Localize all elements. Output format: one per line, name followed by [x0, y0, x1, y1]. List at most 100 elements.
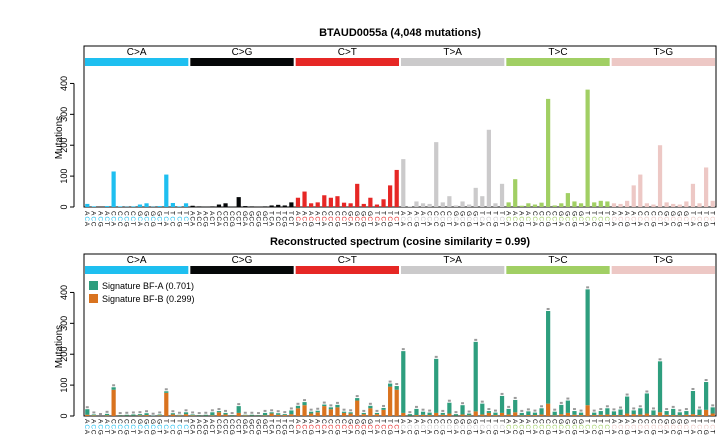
context-base: G [149, 419, 156, 424]
context-base: C [248, 222, 255, 227]
context-label: TCG [597, 419, 604, 435]
context-base: G [360, 211, 367, 216]
context-base: A [83, 430, 90, 435]
stacked-bar-segment [144, 413, 149, 416]
context-base: T [281, 419, 288, 423]
context-base: C [248, 424, 255, 429]
context-base: G [472, 419, 479, 424]
stacked-bar-segment [644, 413, 649, 416]
context-base: C [96, 424, 103, 429]
y-tick-label: 200 [59, 138, 69, 153]
stacked-bar-segment [269, 412, 274, 414]
stacked-bar-segment [473, 341, 478, 412]
context-base: C [235, 424, 242, 429]
stacked-bar-segment [295, 408, 301, 416]
context-base: C [373, 216, 380, 221]
context-base: C [649, 424, 656, 429]
context-base: C [662, 216, 669, 221]
bar [414, 201, 419, 207]
context-base: G [458, 419, 465, 424]
context-base: C [83, 216, 90, 221]
class-label: C>A [127, 255, 147, 266]
context-label: TCG [386, 419, 393, 435]
bar [269, 205, 274, 207]
context-base: C [537, 430, 544, 435]
context-base: C [709, 424, 716, 429]
context-base: T [689, 211, 696, 215]
context-base: C [195, 424, 202, 429]
stacked-bar-segment [697, 415, 702, 416]
context-base: C [386, 216, 393, 221]
context-base: C [353, 222, 360, 227]
context-base: A [103, 211, 110, 216]
context-base: C [340, 211, 347, 216]
context-label: ACC [90, 211, 97, 227]
context-base: C [215, 216, 222, 221]
stacked-bar-segment [282, 415, 287, 416]
bar-top-marker [382, 404, 386, 407]
bar [539, 202, 544, 207]
context-label: CCC [221, 211, 228, 227]
bar-top-marker [250, 411, 254, 414]
context-base: C [616, 222, 623, 227]
context-base: C [116, 211, 123, 216]
stacked-bar-segment [546, 310, 551, 404]
context-base: A [215, 222, 222, 227]
context-base: G [649, 430, 656, 435]
context-base: A [478, 430, 485, 435]
context-base: C [491, 424, 498, 429]
context-label: TCT [287, 211, 294, 226]
bar-top-marker [447, 399, 451, 402]
context-base: G [702, 430, 709, 435]
context-label: CCT [445, 419, 452, 434]
context-base: C [320, 419, 327, 424]
context-label: ACG [307, 211, 314, 227]
context-base: C [129, 424, 136, 429]
context-base: C [136, 424, 143, 429]
context-base: T [287, 211, 294, 215]
stacked-bar-segment [309, 413, 314, 416]
context-label: CCC [537, 211, 544, 227]
context-base: C [682, 424, 689, 429]
context-base: G [439, 430, 446, 435]
context-base: C [669, 222, 676, 227]
stacked-bar-segment [447, 402, 452, 414]
context-base: C [511, 222, 518, 227]
context-base: C [432, 211, 439, 216]
context-base: G [472, 211, 479, 216]
context-base: A [241, 222, 248, 227]
context-base: T [577, 222, 584, 226]
stacked-bar-segment [631, 410, 636, 415]
context-base: C [656, 424, 663, 429]
context-label: GCT [577, 419, 584, 434]
stacked-bar-segment [499, 395, 505, 413]
context-label: ACG [96, 419, 103, 435]
context-label: CCA [531, 211, 538, 227]
context-base: C [215, 424, 222, 429]
context-base: T [445, 222, 452, 226]
chart-title: BTAUD0055a (4,048 mutations) [319, 27, 481, 39]
stacked-bar-segment [282, 414, 287, 416]
context-base: A [399, 419, 406, 424]
context-base: T [682, 222, 689, 226]
bar [434, 142, 439, 207]
context-base: C [465, 424, 472, 429]
context-label: CCC [432, 211, 439, 227]
class-strip-0 [85, 266, 189, 274]
context-base: C [504, 216, 511, 221]
context-base: G [254, 222, 261, 227]
stacked-bar-segment [420, 411, 426, 415]
context-label: GCG [676, 419, 683, 435]
context-base: A [452, 222, 459, 227]
class-label: T>C [548, 255, 567, 266]
context-base: T [445, 430, 452, 434]
context-base: T [175, 419, 182, 423]
context-label: GCT [472, 419, 479, 434]
context-label: GCT [577, 211, 584, 226]
bar [85, 203, 90, 207]
context-label: GCT [472, 211, 479, 226]
context-base: C [136, 216, 143, 221]
class-label: C>A [127, 47, 147, 58]
context-base: G [307, 430, 314, 435]
context-base: C [504, 424, 511, 429]
